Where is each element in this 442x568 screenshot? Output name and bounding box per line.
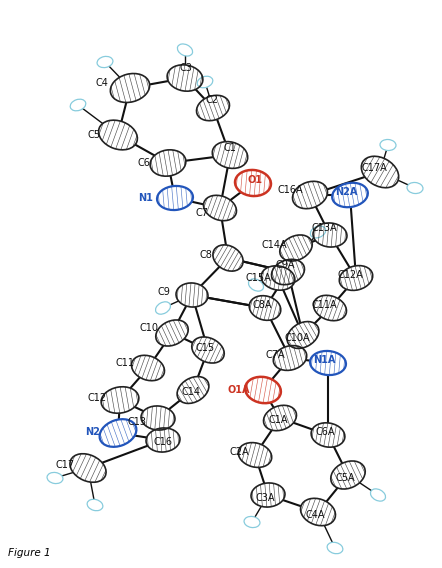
Ellipse shape <box>310 226 326 238</box>
Text: C9A: C9A <box>275 260 295 270</box>
Ellipse shape <box>47 473 63 483</box>
Ellipse shape <box>192 337 224 363</box>
Ellipse shape <box>177 44 193 56</box>
Ellipse shape <box>327 542 343 554</box>
Ellipse shape <box>245 377 281 403</box>
Ellipse shape <box>235 170 271 196</box>
Ellipse shape <box>287 321 319 348</box>
Text: C4: C4 <box>95 78 108 88</box>
Ellipse shape <box>339 266 373 290</box>
Ellipse shape <box>313 223 347 247</box>
Text: N1A: N1A <box>312 355 335 365</box>
Ellipse shape <box>110 73 150 102</box>
Text: C11A: C11A <box>311 300 337 310</box>
Text: C13: C13 <box>128 417 147 427</box>
Text: C1A: C1A <box>268 415 288 425</box>
Ellipse shape <box>251 483 285 507</box>
Ellipse shape <box>146 428 180 452</box>
Ellipse shape <box>273 345 307 370</box>
Text: C9: C9 <box>158 287 171 297</box>
Ellipse shape <box>332 183 368 207</box>
Ellipse shape <box>156 320 188 346</box>
Text: C11: C11 <box>115 358 134 368</box>
Text: C7: C7 <box>195 208 208 218</box>
Ellipse shape <box>176 283 208 307</box>
Ellipse shape <box>213 245 243 271</box>
Ellipse shape <box>87 499 103 511</box>
Ellipse shape <box>244 516 260 528</box>
Ellipse shape <box>156 302 171 314</box>
Text: O1: O1 <box>248 175 263 185</box>
Text: C15A: C15A <box>245 273 271 283</box>
Ellipse shape <box>380 140 396 151</box>
Text: C6A: C6A <box>316 427 335 437</box>
Ellipse shape <box>70 99 86 111</box>
Text: C2A: C2A <box>230 447 250 457</box>
Ellipse shape <box>263 406 297 431</box>
Text: C14A: C14A <box>262 240 288 250</box>
Ellipse shape <box>370 489 385 501</box>
Ellipse shape <box>177 377 209 403</box>
Ellipse shape <box>203 195 236 221</box>
Ellipse shape <box>331 461 365 489</box>
Ellipse shape <box>280 235 312 261</box>
Text: N2A: N2A <box>335 187 358 197</box>
Ellipse shape <box>157 186 193 210</box>
Text: C12: C12 <box>88 393 107 403</box>
Text: C8: C8 <box>200 250 213 260</box>
Text: C3A: C3A <box>255 493 275 503</box>
Text: C1: C1 <box>223 143 236 153</box>
Ellipse shape <box>293 181 328 208</box>
Text: C3: C3 <box>179 63 192 73</box>
Text: C10A: C10A <box>284 333 310 343</box>
Ellipse shape <box>361 156 399 187</box>
Text: C12A: C12A <box>337 270 363 280</box>
Text: O1A: O1A <box>228 385 251 395</box>
Ellipse shape <box>197 95 229 120</box>
Ellipse shape <box>249 296 281 320</box>
Text: C15: C15 <box>196 343 215 353</box>
Text: N2: N2 <box>85 427 100 437</box>
Ellipse shape <box>101 387 139 414</box>
Text: C5A: C5A <box>335 473 355 483</box>
Ellipse shape <box>99 419 137 447</box>
Ellipse shape <box>238 442 272 467</box>
Ellipse shape <box>167 65 203 91</box>
Ellipse shape <box>141 406 175 430</box>
Ellipse shape <box>248 279 263 291</box>
Text: C6: C6 <box>138 158 151 168</box>
Text: N1: N1 <box>138 193 153 203</box>
Text: C17: C17 <box>55 460 74 470</box>
Text: C14: C14 <box>181 387 200 397</box>
Text: C7A: C7A <box>265 350 285 360</box>
Text: C5: C5 <box>88 130 101 140</box>
Text: C4A: C4A <box>305 510 325 520</box>
Ellipse shape <box>310 351 346 375</box>
Ellipse shape <box>150 150 186 176</box>
Text: C8A: C8A <box>252 300 272 310</box>
Ellipse shape <box>99 120 137 150</box>
Text: C10: C10 <box>140 323 159 333</box>
Ellipse shape <box>70 454 106 482</box>
Ellipse shape <box>271 260 305 285</box>
Ellipse shape <box>197 76 213 88</box>
Ellipse shape <box>311 423 345 447</box>
Text: C17A: C17A <box>361 163 387 173</box>
Ellipse shape <box>212 141 248 168</box>
Ellipse shape <box>97 56 113 68</box>
Ellipse shape <box>407 182 423 194</box>
Ellipse shape <box>261 266 295 290</box>
Text: C16A: C16A <box>278 185 304 195</box>
Ellipse shape <box>313 295 347 321</box>
Text: C2: C2 <box>205 95 218 105</box>
Text: C16: C16 <box>154 437 173 447</box>
Text: C13A: C13A <box>311 223 337 233</box>
Ellipse shape <box>301 498 335 525</box>
Text: Figure 1: Figure 1 <box>8 548 51 558</box>
Ellipse shape <box>132 356 164 381</box>
